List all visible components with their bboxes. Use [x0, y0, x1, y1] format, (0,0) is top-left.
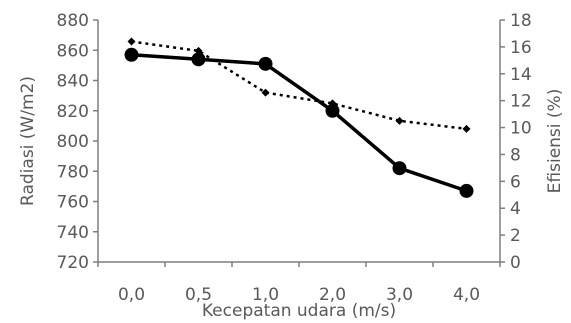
left-axis: 720 740 760 780 800 820 840 860 880 [57, 11, 99, 273]
efisiensi-point [194, 46, 203, 55]
x-tick-label: 2,0 [319, 285, 346, 305]
x-tick-label: 4,0 [453, 285, 480, 305]
radiasi-point [124, 47, 139, 62]
right-axis: 0 2 4 6 8 10 12 14 16 18 [499, 11, 532, 273]
efisiensi-point [395, 116, 404, 125]
right-tick-label: 0 [510, 253, 521, 273]
radiasi-point [325, 103, 340, 118]
right-tick-label: 18 [510, 11, 532, 31]
x-axis-title: Kecepatan udara (m/s) [202, 301, 396, 321]
x-tick-label: 0,5 [185, 285, 212, 305]
right-tick-label: 2 [510, 226, 521, 246]
right-axis-title: Efisiensi (%) [545, 89, 565, 194]
right-tick-label: 8 [510, 145, 521, 165]
x-tick-label: 3,0 [386, 285, 413, 305]
left-tick-label: 820 [57, 102, 89, 122]
efisiensi-point [127, 37, 136, 46]
left-tick-label: 720 [57, 253, 89, 273]
left-tick-label: 780 [57, 162, 89, 182]
right-tick-label: 4 [510, 199, 521, 219]
right-tick-label: 6 [510, 172, 521, 192]
efisiensi-point [462, 124, 471, 133]
radiasi-line [131, 53, 468, 193]
efisiensi-point [328, 99, 337, 108]
radiasi-point [459, 183, 474, 198]
series-layer [124, 37, 474, 198]
right-tick-label: 10 [510, 119, 532, 139]
left-tick-label: 740 [57, 223, 89, 243]
x-tick-label: 1,0 [252, 285, 279, 305]
right-tick-label: 14 [510, 65, 532, 85]
right-tick-label: 12 [510, 92, 532, 112]
efisiensi-line [131, 40, 467, 131]
left-axis-title: Radiasi (W/m2) [18, 76, 38, 206]
radiasi-point [258, 56, 273, 71]
left-tick-label: 800 [57, 132, 89, 152]
left-tick-label: 880 [57, 11, 89, 31]
efisiensi-point [261, 88, 270, 97]
x-tick-label: 0,0 [118, 285, 145, 305]
left-tick-label: 840 [57, 72, 89, 92]
right-tick-label: 16 [510, 38, 532, 58]
x-axis: 0,0 0,5 1,0 2,0 3,0 4,0 [97, 261, 501, 305]
radiasi-point [191, 52, 206, 67]
radiasi-point [392, 161, 407, 176]
left-tick-label: 760 [57, 193, 89, 213]
left-tick-label: 860 [57, 41, 89, 61]
